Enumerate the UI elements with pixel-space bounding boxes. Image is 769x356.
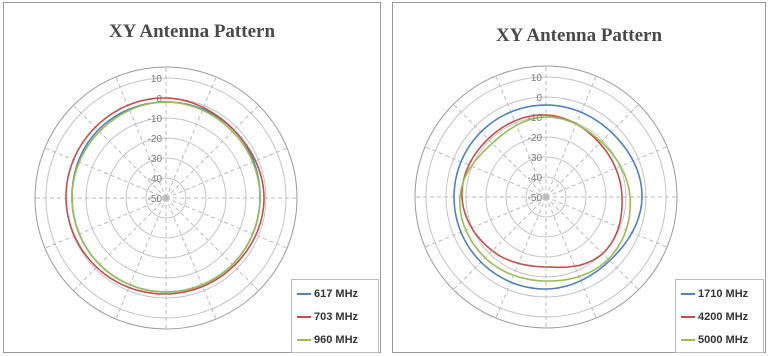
radial-tick-label: 10 xyxy=(531,73,543,84)
grid-spoke xyxy=(165,147,288,199)
legend-item: 703 MHz xyxy=(292,305,378,328)
radial-tick-label: -30 xyxy=(528,153,543,164)
legend: 1710 MHz 4200 MHz 5000 MHz xyxy=(675,279,764,353)
radial-tick-label: -40 xyxy=(148,174,163,185)
series-line xyxy=(458,116,632,282)
grid-ring xyxy=(125,157,207,239)
legend-label: 617 MHz xyxy=(314,287,359,300)
grid-spoke xyxy=(44,197,167,249)
legend-swatch xyxy=(681,338,695,341)
grid-spoke xyxy=(165,197,259,291)
chart-title: XY Antenna Pattern xyxy=(108,21,276,42)
polar-plot: 10 0 -10 -20 -30 -40 -50 xyxy=(34,66,298,330)
grid-spoke xyxy=(545,104,639,198)
legend-swatch xyxy=(297,338,311,341)
grid-ring xyxy=(525,176,567,218)
plot-border xyxy=(414,65,678,329)
legend-label: 1710 MHz xyxy=(698,287,749,300)
grid-spoke xyxy=(495,75,547,198)
legend-item: 1710 MHz xyxy=(676,282,763,305)
grid-spoke xyxy=(165,197,217,320)
grid-spoke xyxy=(165,197,288,249)
polar-plot: 10 0 -10 -20 -30 -40 -50 xyxy=(414,65,678,329)
legend-swatch xyxy=(681,292,695,295)
legend-swatch xyxy=(297,315,311,318)
radial-tick-label: -50 xyxy=(148,194,163,205)
radial-tick-label: -10 xyxy=(148,114,163,125)
radial-tick-label: 10 xyxy=(151,74,163,85)
grid-spoke xyxy=(424,196,547,248)
radial-tick-label: -20 xyxy=(528,133,543,144)
series-line xyxy=(71,101,261,293)
radial-tick-label: -50 xyxy=(528,193,543,204)
grid-spoke xyxy=(424,146,547,198)
series-line xyxy=(453,104,643,290)
legend-label: 960 MHz xyxy=(314,333,359,346)
legend-item: 960 MHz xyxy=(292,328,378,351)
grid-spoke xyxy=(115,197,167,320)
plot-border xyxy=(34,66,298,330)
legend-swatch xyxy=(297,292,311,295)
grid-spoke xyxy=(453,104,547,198)
grid-spoke xyxy=(545,75,597,198)
legend-item: 617 MHz xyxy=(292,282,378,305)
grid-spoke xyxy=(73,105,167,199)
grid-spoke xyxy=(545,196,668,248)
chart-panel-1: XY Antenna Pattern 10 0 -10 -20 -30 -40 -50 61… xyxy=(3,2,381,353)
grid-spoke xyxy=(545,146,668,198)
legend-item: 5000 MHz xyxy=(676,328,763,351)
radial-tick-label: -20 xyxy=(148,134,163,145)
grid-spoke xyxy=(165,105,259,199)
radial-tick-label: 0 xyxy=(156,94,162,105)
legend-label: 4200 MHz xyxy=(698,310,749,323)
grid-spoke xyxy=(453,196,547,290)
grid-spoke xyxy=(165,76,217,199)
radial-tick-label: 0 xyxy=(536,93,542,104)
grid-spoke xyxy=(73,197,167,291)
grid-spoke xyxy=(545,196,639,290)
radial-tick-label: -10 xyxy=(528,113,543,124)
chart-title: XY Antenna Pattern xyxy=(495,25,663,46)
legend-item: 4200 MHz xyxy=(676,305,763,328)
radial-tick-label: -30 xyxy=(148,154,163,165)
grid-spoke xyxy=(115,76,167,199)
grid-spoke xyxy=(44,147,167,199)
legend-label: 703 MHz xyxy=(314,310,359,323)
legend-label: 5000 MHz xyxy=(698,333,749,346)
grid-spoke xyxy=(495,196,547,319)
legend-swatch xyxy=(681,315,695,318)
series-line xyxy=(65,97,265,295)
chart-panel-2: XY Antenna Pattern 10 0 -10 -20 -30 -40 -50 17… xyxy=(392,2,766,353)
legend: 617 MHz 703 MHz 960 MHz xyxy=(291,279,379,353)
grid-ring xyxy=(505,156,587,238)
grid-ring xyxy=(145,177,187,219)
grid-spoke xyxy=(545,196,597,319)
radial-tick-label: -40 xyxy=(528,173,543,184)
series-line xyxy=(461,114,623,269)
